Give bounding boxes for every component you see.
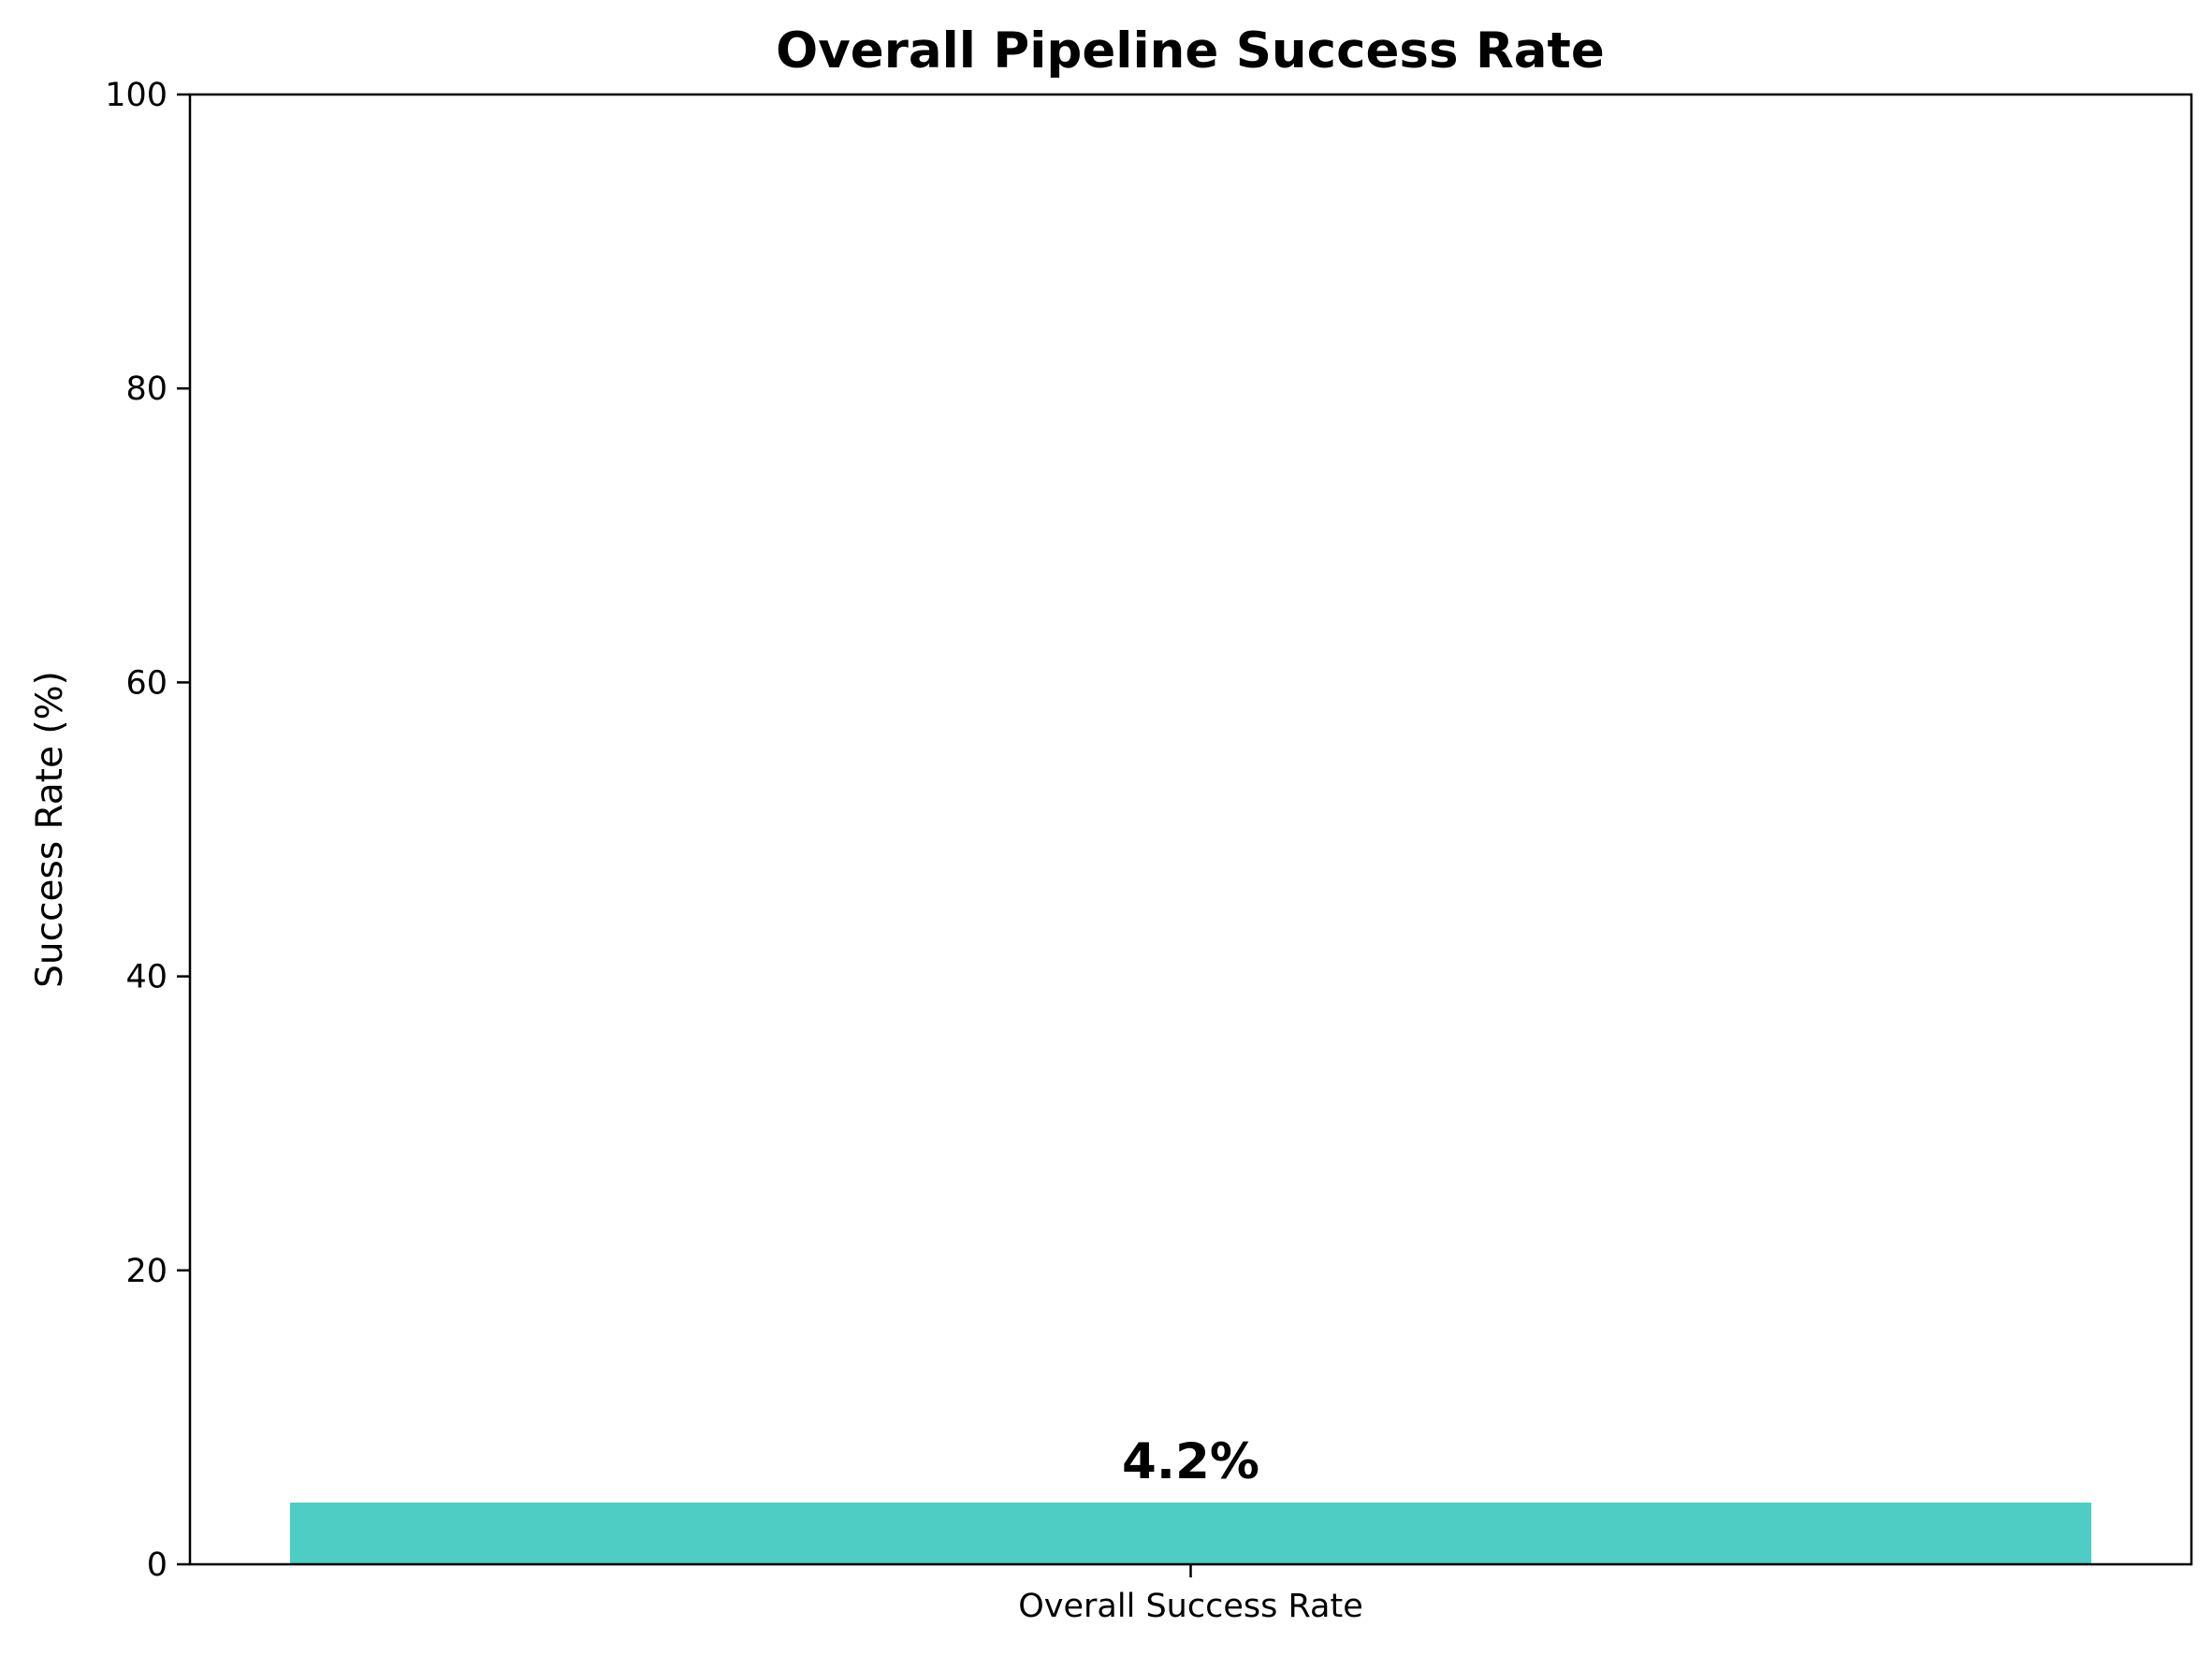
y-tick-label-4: 80 [125,370,167,408]
y-tick-label-0: 0 [147,1547,167,1584]
x-axis: Overall Success Rate [1018,1564,1363,1625]
y-tick-label-2: 40 [125,959,167,996]
chart-title: Overall Pipeline Success Rate [776,22,1605,80]
y-tick-label-1: 20 [125,1253,167,1290]
plot-area: 4.2% 0 20 40 60 80 100 Overall Success Rate [105,77,2193,1625]
data-label-0: 4.2% [1122,1433,1259,1490]
y-tick-label-3: 60 [125,664,167,702]
data-labels-layer: 4.2% [1122,1433,1259,1490]
y-axis-label: Success Rate (%) [29,671,71,988]
bar-0 [289,1503,2092,1564]
bars-layer [289,1503,2092,1564]
y-axis: 0 20 40 60 80 100 [105,77,190,1584]
x-tick-label-0: Overall Success Rate [1018,1588,1362,1625]
y-tick-label-5: 100 [105,77,167,114]
